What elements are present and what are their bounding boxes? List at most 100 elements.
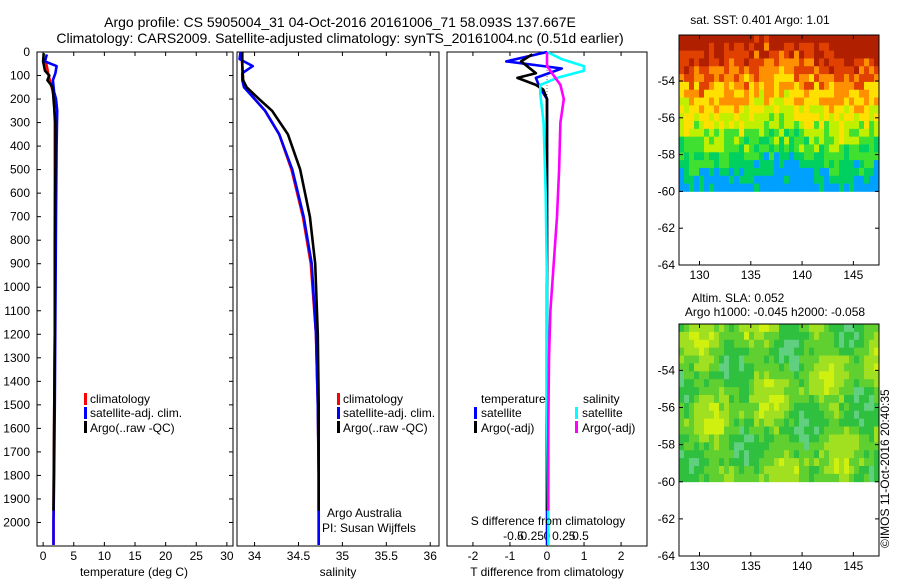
heatmap-cell bbox=[769, 35, 775, 44]
heatmap-cell bbox=[804, 473, 810, 483]
heatmap-cell bbox=[779, 465, 785, 475]
heatmap-cell bbox=[839, 371, 845, 380]
heatmap-cell bbox=[819, 97, 825, 106]
heatmap-cell bbox=[859, 450, 865, 459]
heatmap-cell bbox=[754, 434, 760, 443]
sst-heatmap-cells bbox=[679, 35, 880, 192]
heatmap-cell bbox=[819, 355, 825, 364]
y-tick-label: -54 bbox=[658, 74, 676, 88]
heatmap-cell bbox=[784, 339, 790, 349]
heatmap-cell bbox=[869, 442, 875, 451]
heatmap-cell bbox=[839, 402, 845, 412]
heatmap-cell bbox=[719, 89, 725, 98]
heatmap-cell bbox=[824, 58, 830, 67]
heatmap-cell bbox=[744, 35, 750, 44]
heatmap-cell bbox=[794, 379, 800, 388]
heatmap-cell bbox=[824, 418, 830, 427]
heatmap-cell bbox=[799, 355, 805, 364]
heatmap-cell bbox=[754, 402, 760, 412]
heatmap-cell bbox=[864, 167, 870, 177]
heatmap-cell bbox=[764, 473, 770, 483]
heatmap-cell bbox=[864, 347, 870, 356]
legend-swatch-argo bbox=[337, 421, 340, 433]
heatmap-cell bbox=[689, 128, 695, 138]
legend-label-argo: Argo(..raw -QC) bbox=[90, 421, 175, 435]
heatmap-cell bbox=[769, 136, 775, 145]
heatmap-cell bbox=[809, 183, 815, 192]
heatmap-cell bbox=[749, 58, 755, 67]
heatmap-cell bbox=[719, 442, 725, 451]
heatmap-cell bbox=[849, 394, 855, 404]
heatmap-cell bbox=[759, 450, 765, 459]
heatmap-cell bbox=[809, 58, 815, 67]
heatmap-cell bbox=[759, 97, 765, 106]
heatmap-cell bbox=[744, 426, 750, 435]
heatmap-cell bbox=[869, 324, 875, 333]
heatmap-cell bbox=[744, 160, 750, 169]
heatmap-cell bbox=[829, 128, 835, 138]
heatmap-cell bbox=[804, 121, 810, 130]
heatmap-cell bbox=[689, 183, 695, 192]
heatmap-cell bbox=[819, 58, 825, 67]
pi-name-label: PI: Susan Wijffels bbox=[322, 521, 416, 535]
heatmap-cell bbox=[769, 458, 775, 467]
heatmap-cell bbox=[719, 144, 725, 153]
heatmap-cell bbox=[694, 66, 700, 75]
heatmap-cell bbox=[819, 418, 825, 427]
heatmap-cell bbox=[689, 442, 695, 451]
y-tick-label: 100 bbox=[10, 69, 30, 83]
heatmap-cell bbox=[834, 152, 840, 161]
heatmap-cell bbox=[764, 160, 770, 169]
heatmap-cell bbox=[774, 339, 780, 349]
heatmap-cell bbox=[824, 347, 830, 356]
heatmap-cell bbox=[789, 347, 795, 356]
heatmap-cell bbox=[824, 410, 830, 420]
heatmap-cell bbox=[854, 426, 860, 435]
heatmap-cell bbox=[804, 160, 810, 169]
salinity-legend: climatology satellite-adj. clim. Argo(..… bbox=[337, 392, 435, 435]
heatmap-cell bbox=[814, 128, 820, 138]
heatmap-cell bbox=[694, 347, 700, 356]
heatmap-cell bbox=[774, 426, 780, 435]
heatmap-cell bbox=[719, 105, 725, 114]
heatmap-cell bbox=[864, 58, 870, 67]
heatmap-cell bbox=[839, 473, 845, 483]
heatmap-cell bbox=[689, 35, 695, 44]
heatmap-cell bbox=[844, 458, 850, 467]
heatmap-cell bbox=[684, 394, 690, 404]
heatmap-cell bbox=[764, 113, 770, 122]
heatmap-cell bbox=[809, 167, 815, 177]
heatmap-cell bbox=[739, 394, 745, 404]
heatmap-cell bbox=[864, 442, 870, 451]
heatmap-cell bbox=[689, 465, 695, 475]
heatmap-cell bbox=[824, 331, 830, 341]
heatmap-cell bbox=[874, 339, 880, 349]
heatmap-cell bbox=[859, 66, 865, 75]
heatmap-cell bbox=[864, 355, 870, 364]
heatmap-cell bbox=[679, 35, 685, 44]
heatmap-cell bbox=[784, 387, 790, 396]
y-tick-label: 300 bbox=[10, 116, 30, 130]
heatmap-cell bbox=[709, 105, 715, 114]
heatmap-cell bbox=[874, 42, 880, 52]
top-tick-label: -0.25 bbox=[517, 529, 545, 543]
heatmap-cell bbox=[784, 394, 790, 404]
heatmap-cell bbox=[724, 81, 730, 91]
heatmap-cell bbox=[739, 183, 745, 192]
heatmap-cell bbox=[734, 81, 740, 91]
heatmap-cell bbox=[834, 331, 840, 341]
heatmap-cell bbox=[774, 121, 780, 130]
heatmap-cell bbox=[824, 450, 830, 459]
heatmap-cell bbox=[854, 167, 860, 177]
heatmap-cell bbox=[734, 339, 740, 349]
heatmap-cell bbox=[789, 331, 795, 341]
heatmap-cell bbox=[804, 355, 810, 364]
heatmap-cell bbox=[744, 402, 750, 412]
heatmap-cell bbox=[799, 105, 805, 114]
heatmap-cell bbox=[794, 89, 800, 98]
heatmap-cell bbox=[704, 175, 710, 184]
heatmap-cell bbox=[759, 458, 765, 467]
legend-swatch-climatology bbox=[84, 393, 87, 405]
heatmap-cell bbox=[734, 458, 740, 467]
heatmap-cell bbox=[709, 331, 715, 341]
